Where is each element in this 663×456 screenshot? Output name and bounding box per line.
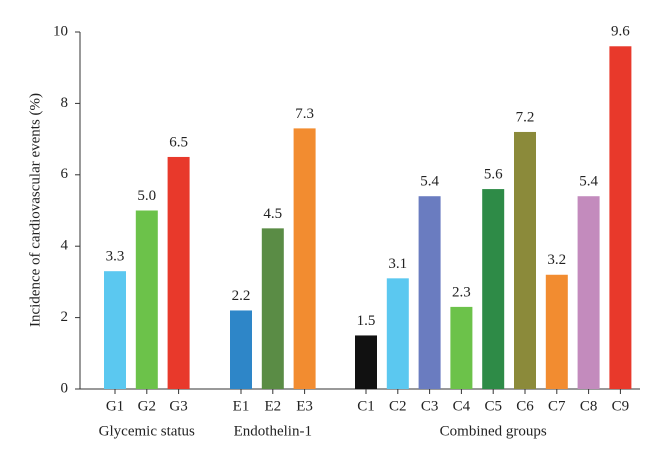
data-label: 6.5 (169, 134, 188, 150)
x-tick-label: C4 (453, 398, 471, 414)
bar (104, 271, 126, 389)
x-tick-label: E1 (233, 398, 250, 414)
x-tick-label: C6 (516, 398, 534, 414)
data-label: 3.3 (106, 249, 125, 265)
data-label: 5.0 (137, 188, 156, 204)
group-label: Glycemic status (99, 423, 195, 439)
bar (545, 274, 568, 389)
data-label: 2.2 (232, 288, 251, 304)
y-tick-label: 4 (61, 238, 69, 254)
bar (514, 131, 536, 389)
data-label: 3.1 (388, 256, 407, 272)
bar (450, 306, 473, 389)
bar (577, 196, 600, 389)
bar (355, 335, 377, 389)
x-tick-label: C1 (357, 398, 375, 414)
x-tick-label: G1 (106, 398, 124, 414)
x-tick-label: E3 (296, 398, 313, 414)
bar (261, 228, 284, 389)
y-tick-label: 8 (61, 95, 69, 111)
y-tick-label: 6 (61, 166, 69, 182)
bar (609, 46, 632, 389)
data-label: 2.3 (452, 284, 471, 300)
bar (386, 278, 409, 389)
data-label: 1.5 (357, 313, 376, 329)
data-label: 4.5 (263, 206, 282, 222)
data-label: 9.6 (611, 24, 630, 40)
x-tick-label: G2 (138, 398, 156, 414)
y-tick-label: 0 (61, 380, 69, 396)
data-label: 7.3 (295, 106, 314, 122)
data-label: 3.2 (547, 252, 566, 268)
y-tick-label: 10 (53, 23, 68, 39)
bar (418, 196, 441, 389)
data-label: 7.2 (516, 109, 535, 125)
bar (230, 310, 252, 389)
group-label: Endothelin-1 (234, 423, 312, 439)
data-label: 5.4 (579, 174, 598, 190)
x-tick-label: C8 (580, 398, 598, 414)
data-label: 5.6 (484, 167, 503, 183)
x-tick-label: C7 (548, 398, 566, 414)
bar (167, 156, 190, 389)
bar (135, 210, 158, 389)
group-label: Combined groups (440, 423, 547, 439)
data-label: 5.4 (420, 174, 439, 190)
y-tick-label: 2 (61, 309, 69, 325)
x-tick-label: C9 (612, 398, 630, 414)
x-tick-label: C3 (421, 398, 439, 414)
bar (293, 128, 316, 389)
bar (482, 189, 505, 389)
x-tick-label: G3 (169, 398, 187, 414)
x-tick-label: C5 (484, 398, 502, 414)
x-tick-label: C2 (389, 398, 407, 414)
x-tick-label: E2 (264, 398, 281, 414)
y-axis-label: Incidence of cardiovascular events (%) (27, 93, 43, 327)
